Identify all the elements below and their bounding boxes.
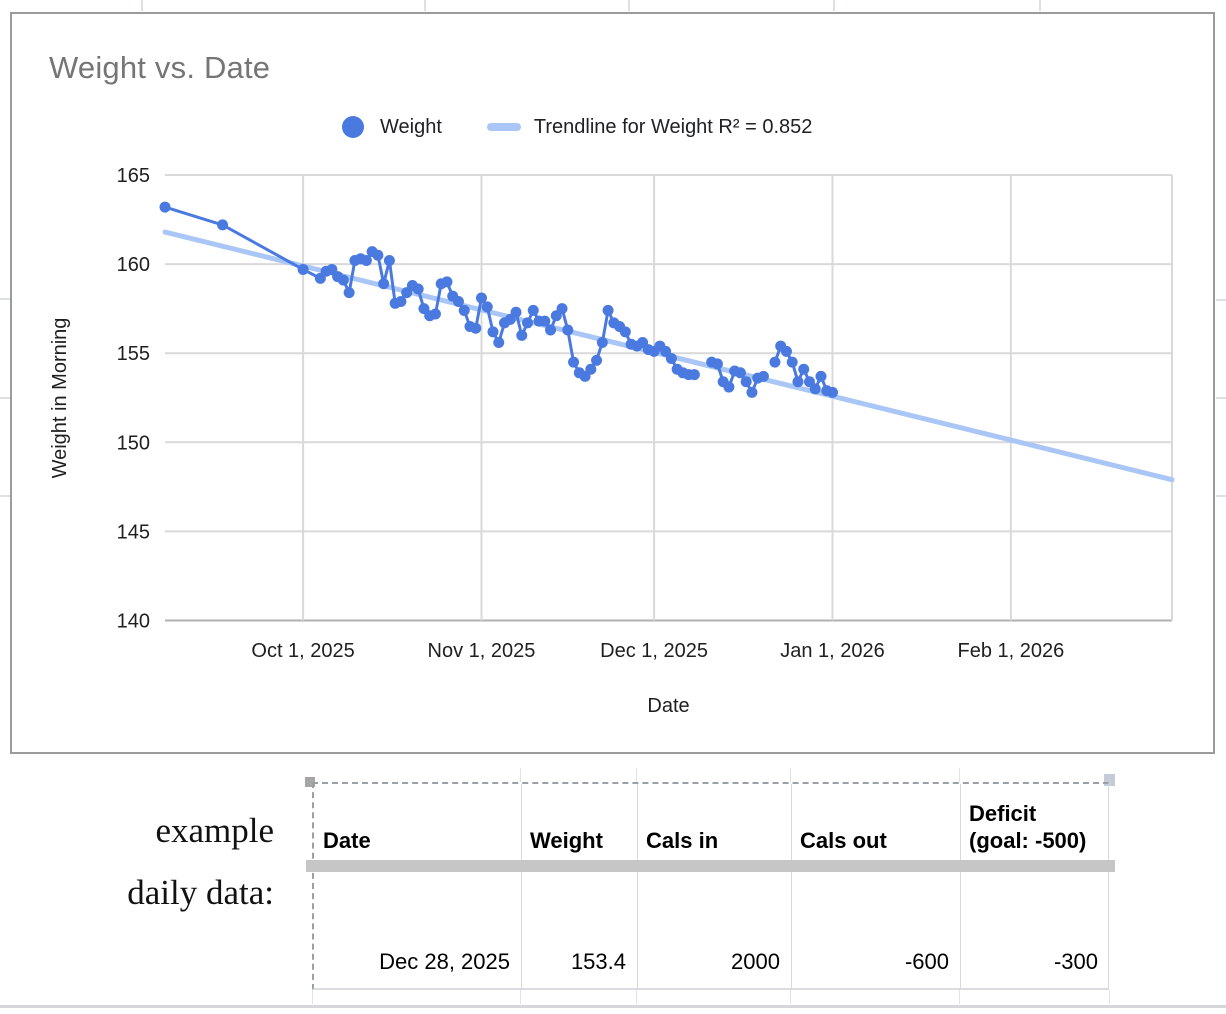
sheet-column-gridline (959, 768, 960, 782)
sheet-column-gridline (1039, 0, 1041, 11)
cell-cals-in[interactable]: 2000 (731, 949, 780, 974)
legend-trendline-label: Trendline for Weight R² = 0.852 (533, 115, 813, 138)
table-column-divider (637, 784, 638, 988)
sheet-column-gridline (1109, 990, 1110, 1004)
sheet-row-gridline (0, 397, 10, 399)
sheet-column-gridline (833, 0, 835, 11)
frozen-row-divider[interactable] (306, 860, 1115, 872)
sheet-column-gridline (312, 990, 313, 1004)
handwritten-annotation: example daily data: (127, 811, 274, 912)
table-row: Dec 28, 2025 153.4 2000 -600 -300 (314, 874, 1109, 990)
table-column-divider (960, 784, 961, 988)
data-table[interactable]: Date Weight Cals in Cals out Deficit (go… (312, 782, 1109, 990)
sheet-column-gridline (141, 0, 143, 11)
table-header-row: Date Weight Cals in Cals out Deficit (go… (314, 784, 1109, 862)
legend-weight-label: Weight (380, 115, 442, 138)
chart-title: Weight vs. Date (49, 50, 271, 85)
sheet-row-gridline (1216, 495, 1226, 497)
sheet-column-gridline (959, 990, 960, 1004)
selection-handle-top-right[interactable] (1104, 774, 1115, 786)
sheet-row-gridline (0, 298, 10, 300)
sheet-column-gridline (790, 990, 791, 1004)
sheet-row-gridline (0, 495, 10, 497)
cell-weight[interactable]: 153.4 (570, 949, 626, 974)
sheet-column-gridline (520, 768, 521, 782)
sheet-column-gridline (628, 0, 630, 11)
table-column-divider (521, 784, 522, 988)
sheet-row-gridline (1216, 397, 1226, 399)
header-cell-weight[interactable]: Weight (530, 828, 603, 853)
header-cell-cals-in[interactable]: Cals in (646, 828, 719, 853)
sheet-column-gridline (424, 0, 426, 11)
cell-date[interactable]: Dec 28, 2025 (379, 949, 510, 974)
cell-cals-out[interactable]: -600 (904, 949, 949, 974)
legend-trendline-swatch-icon (486, 123, 521, 131)
sheet-row-gridline (0, 1005, 1226, 1008)
legend-weight-dot-icon (342, 116, 364, 138)
header-cell-deficit[interactable]: Deficit (goal: -500) (969, 801, 1087, 853)
header-cell-date[interactable]: Date (323, 828, 371, 853)
sheet-column-gridline (636, 990, 637, 1004)
cell-deficit[interactable]: -300 (1053, 949, 1098, 974)
chart-legend: Weight Trendline for Weight R² = 0.852 (342, 112, 812, 142)
sheet-row-gridline (1216, 299, 1226, 301)
selection-handle-top-left[interactable] (305, 777, 315, 787)
sheet-column-gridline (636, 768, 637, 782)
table-column-divider (791, 784, 792, 988)
header-cell-cals-out[interactable]: Cals out (800, 828, 887, 853)
sheet-column-gridline (520, 990, 521, 1004)
sheet-column-gridline (790, 768, 791, 782)
